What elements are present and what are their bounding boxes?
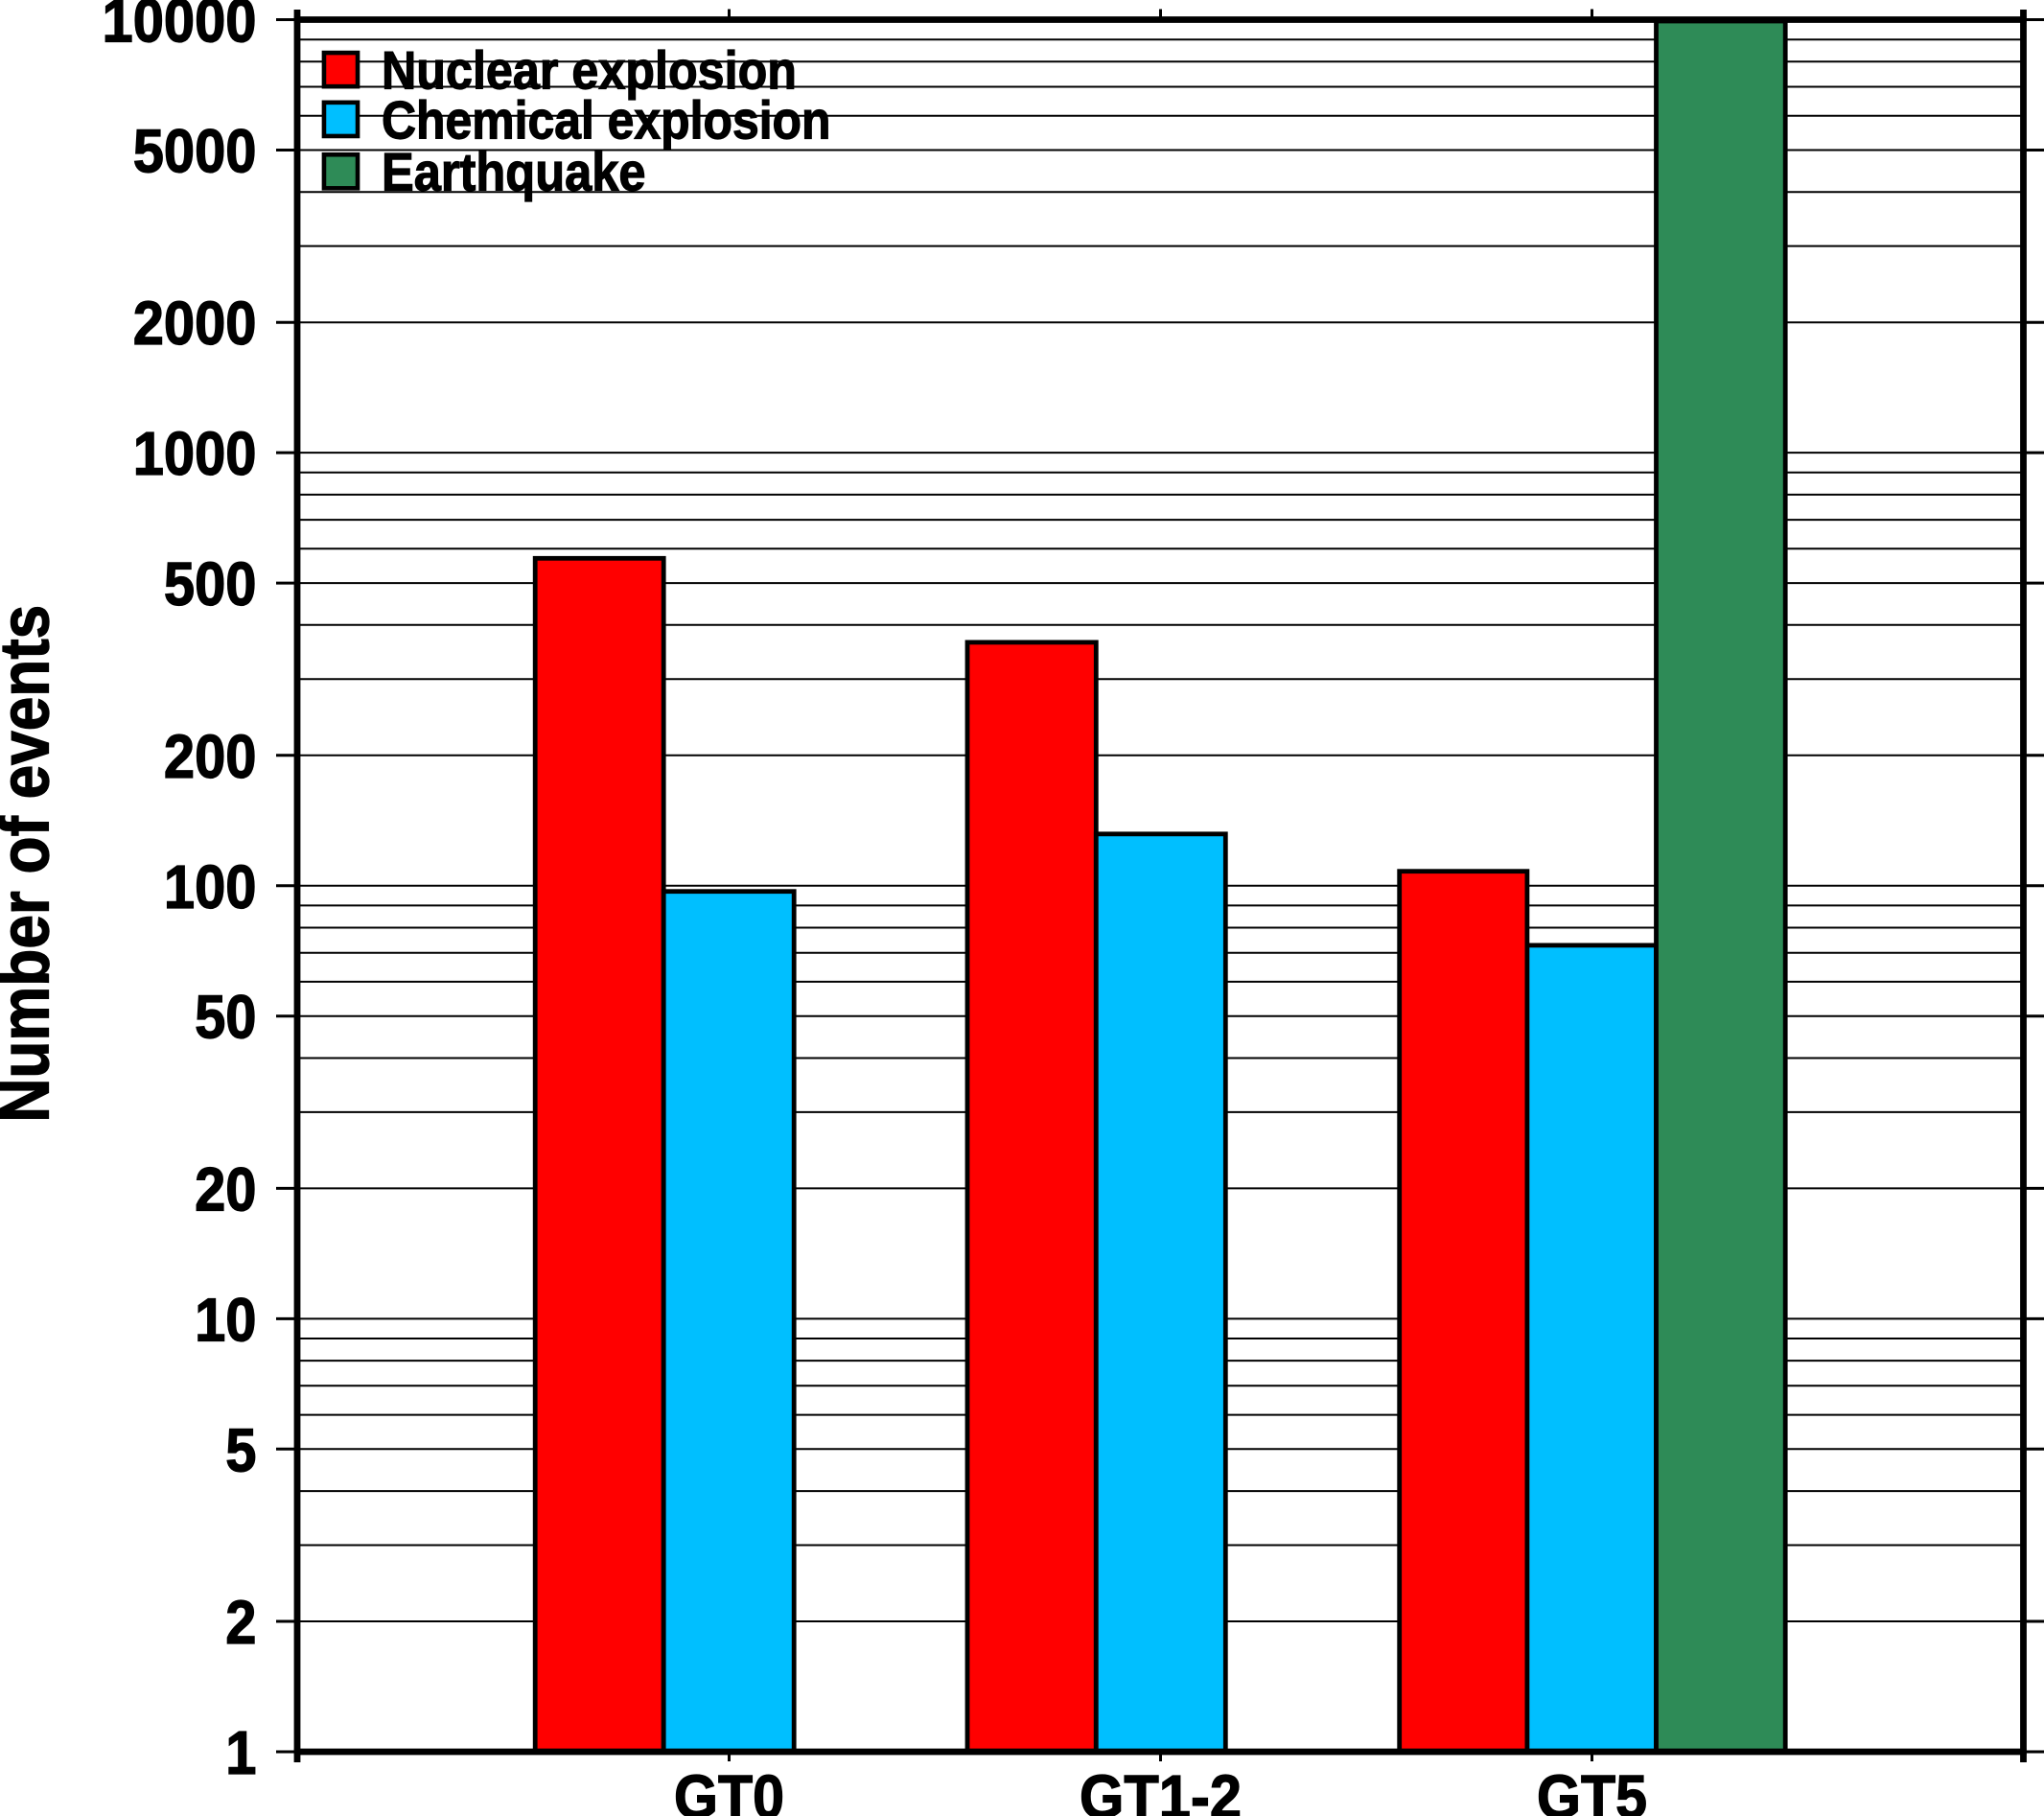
svg-text:500: 500 <box>164 549 257 618</box>
svg-text:100: 100 <box>164 852 257 921</box>
svg-text:5: 5 <box>225 1415 256 1484</box>
svg-text:20: 20 <box>195 1154 256 1223</box>
svg-text:1: 1 <box>225 1718 256 1787</box>
svg-text:1000: 1000 <box>133 419 257 488</box>
svg-text:10: 10 <box>195 1285 256 1354</box>
svg-text:GT0: GT0 <box>674 1762 784 1816</box>
svg-text:Number of events: Number of events <box>0 605 64 1123</box>
svg-text:200: 200 <box>164 722 257 791</box>
svg-text:10000: 10000 <box>103 0 257 56</box>
svg-text:5000: 5000 <box>133 117 257 186</box>
svg-text:Nuclear explosion: Nuclear explosion <box>382 40 797 100</box>
svg-text:Earthquake: Earthquake <box>382 143 646 202</box>
svg-text:2000: 2000 <box>133 289 257 358</box>
svg-text:2: 2 <box>225 1588 256 1657</box>
svg-text:50: 50 <box>195 983 256 1052</box>
svg-text:GT1-2: GT1-2 <box>1080 1762 1242 1816</box>
svg-text:Chemical explosion: Chemical explosion <box>382 90 831 150</box>
svg-text:GT5: GT5 <box>1537 1762 1647 1816</box>
